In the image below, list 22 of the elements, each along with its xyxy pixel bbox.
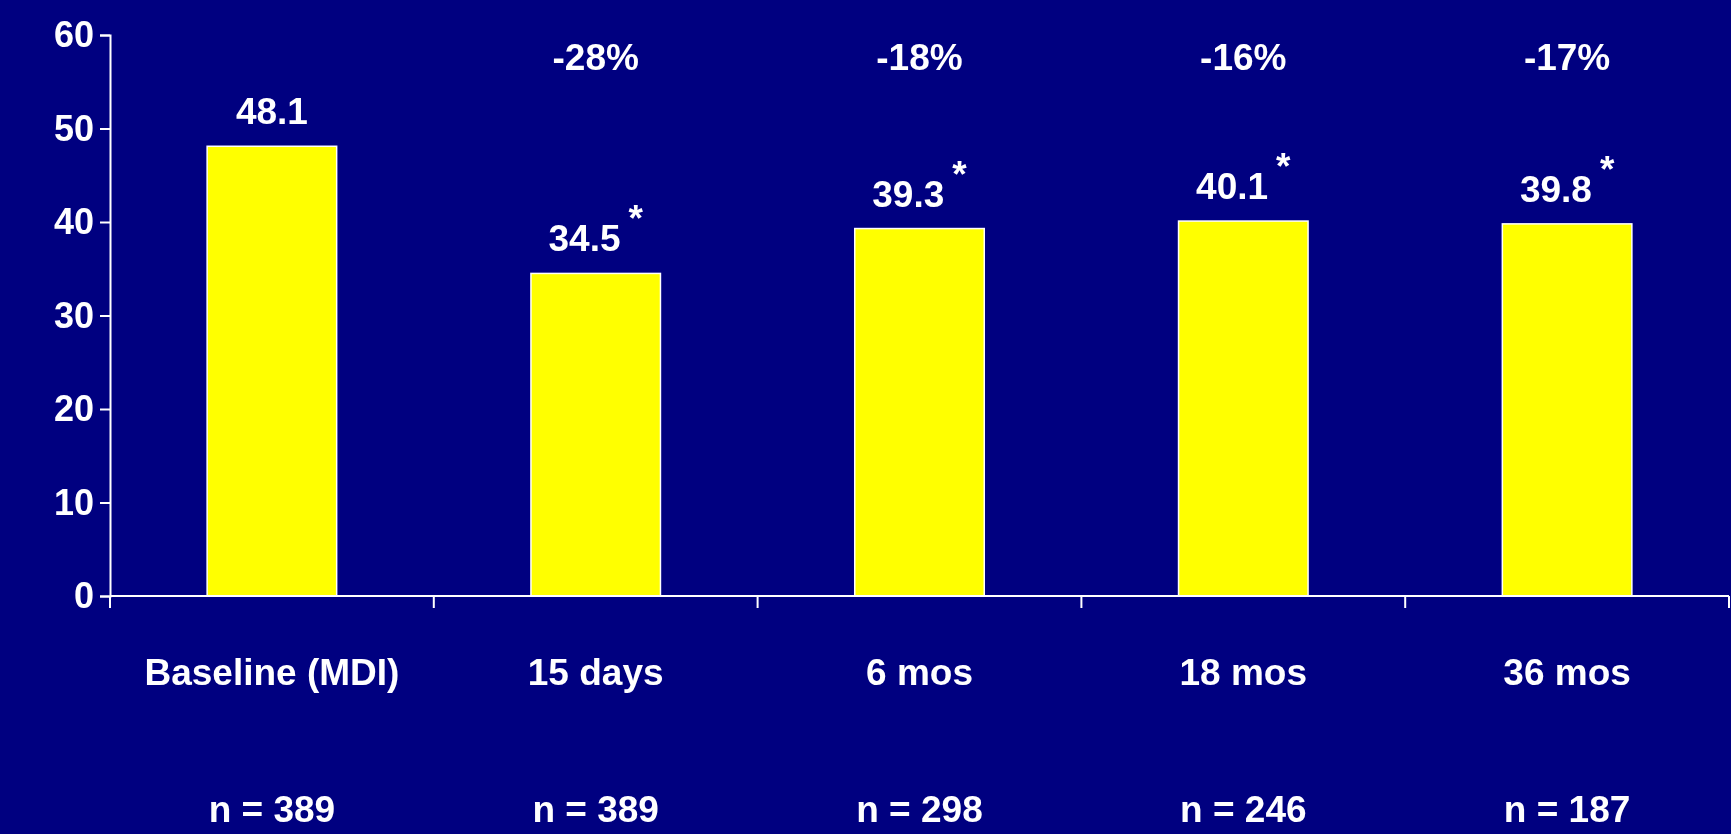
annotation: -28% — [552, 37, 639, 78]
text: n = 246 — [1180, 789, 1307, 830]
x-tick-label: 18 mos — [1179, 652, 1308, 693]
text: n = 389 — [208, 789, 336, 830]
data-label: 48.1 — [235, 91, 308, 133]
x-tick-label: 36 mos — [1503, 652, 1631, 693]
annotation: -16% — [1200, 37, 1287, 78]
y-tick-label: 40 — [53, 201, 94, 243]
y-tick-label: 50 — [53, 107, 94, 149]
annotation: -18% — [876, 37, 963, 78]
x-tick-label: Baseline (MDI) — [144, 652, 400, 693]
x-tick-label: 15 days — [527, 652, 664, 693]
text: n = 298 — [856, 789, 983, 830]
y-tick-label: 10 — [53, 481, 94, 523]
text: n = 187 — [1503, 789, 1631, 830]
text: n = 389 — [532, 789, 659, 830]
y-tick-label: 20 — [53, 388, 94, 430]
y-tick-label: 0 — [73, 575, 94, 617]
y-tick-label: 30 — [53, 294, 94, 336]
annotation: -17% — [1523, 37, 1611, 78]
x-tick-label: 6 mos — [866, 652, 973, 693]
y-tick-label: 60 — [53, 14, 94, 56]
